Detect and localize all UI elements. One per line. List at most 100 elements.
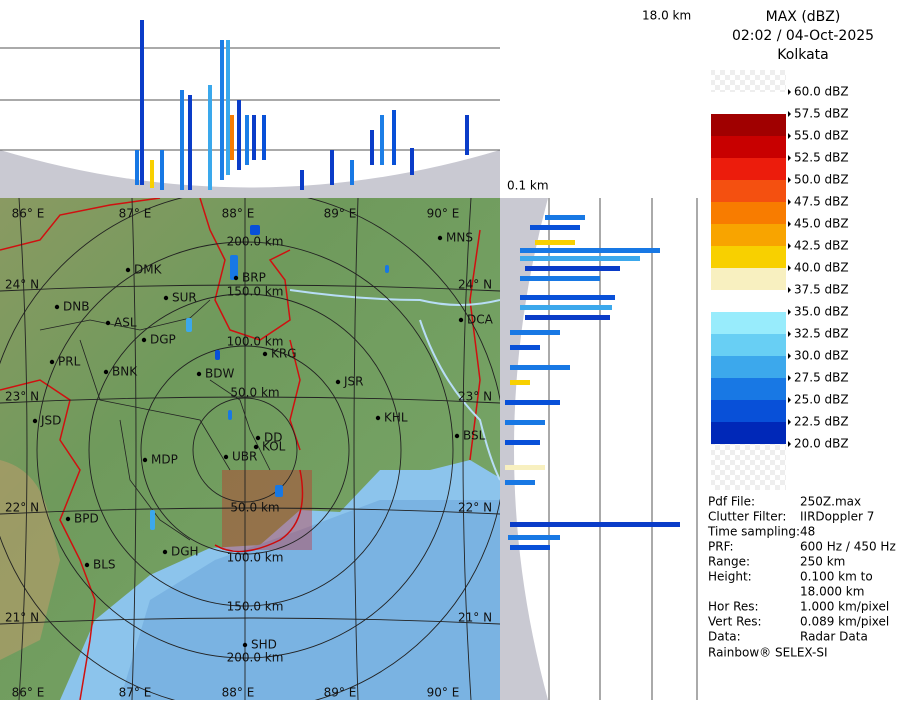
city-marker <box>242 642 248 648</box>
legend-swatch <box>711 180 786 202</box>
title: MAX (dBZ) <box>766 9 841 25</box>
info-label: PRF: <box>708 540 734 554</box>
legend-label: 52.5 dBZ <box>794 151 849 165</box>
info-value: 0.089 km/pixel <box>800 615 889 629</box>
city-label: DGH <box>171 545 199 559</box>
longitude-label: 89° E <box>324 207 357 221</box>
ring-label: 50.0 km <box>230 501 279 515</box>
meridian <box>18 198 28 700</box>
city-marker <box>32 418 38 424</box>
legend-swatch <box>711 224 786 246</box>
echo <box>505 480 535 485</box>
echo <box>188 95 192 190</box>
parallel <box>0 396 500 404</box>
latitude-label: 21° N <box>458 611 492 625</box>
city-marker <box>54 304 60 310</box>
legend-tick <box>788 441 791 447</box>
echo <box>135 150 139 185</box>
echo <box>510 380 530 385</box>
legend-label: 42.5 dBZ <box>794 239 849 253</box>
info-label: Hor Res: <box>708 600 759 614</box>
longitude-label: 86° E <box>12 686 45 700</box>
legend-tick <box>788 375 791 381</box>
city-label: BLS <box>93 558 116 572</box>
echo <box>410 148 414 175</box>
city-label: BNK <box>112 365 138 379</box>
echo <box>150 160 154 188</box>
footer: Rainbow® SELEX-SI <box>708 646 828 660</box>
info-value: 48 <box>800 525 815 539</box>
ring-label: 150.0 km <box>227 600 284 614</box>
legend-label: 32.5 dBZ <box>794 327 849 341</box>
legend-swatch <box>711 202 786 224</box>
ring-label: 100.0 km <box>227 551 284 565</box>
city-marker <box>458 317 464 323</box>
echo <box>505 440 540 445</box>
echo <box>392 110 396 165</box>
city-marker <box>253 444 259 450</box>
city-label: DNB <box>63 300 89 314</box>
info-value: 600 Hz / 450 Hz <box>800 540 896 554</box>
echo <box>226 40 230 175</box>
legend-tick <box>788 397 791 403</box>
echo <box>228 410 232 420</box>
top-profile <box>0 0 500 198</box>
legend-tick <box>788 89 791 95</box>
longitude-label: 89° E <box>324 686 357 700</box>
legend-swatch <box>711 312 786 334</box>
info-value: 250Z.max <box>800 495 861 509</box>
city-marker <box>65 516 71 522</box>
echo <box>252 115 256 160</box>
info-label: Data: <box>708 630 741 644</box>
longitude-label: 90° E <box>427 686 460 700</box>
city-marker <box>454 433 460 439</box>
city-marker <box>142 457 148 463</box>
station: Kolkata <box>777 47 828 63</box>
city-marker <box>125 267 131 273</box>
echo <box>186 318 192 332</box>
longitude-label: 86° E <box>12 207 45 221</box>
city-marker <box>196 371 202 377</box>
latitude-label: 22° N <box>5 501 39 515</box>
echo <box>510 345 540 350</box>
legend-label: 40.0 dBZ <box>794 261 849 275</box>
echo <box>520 248 660 253</box>
ring-label: 200.0 km <box>227 235 284 249</box>
parallel <box>0 284 500 292</box>
city-label: BPD <box>74 512 99 526</box>
city-marker <box>163 295 169 301</box>
latitude-label: 24° N <box>458 278 492 292</box>
legend-swatch <box>711 136 786 158</box>
longitude-label: 88° E <box>222 686 255 700</box>
echo <box>180 90 184 190</box>
legend-tick <box>788 133 791 139</box>
meridian <box>462 198 472 700</box>
legend-label: 20.0 dBZ <box>794 437 849 451</box>
echo <box>300 170 304 190</box>
info-label: Vert Res: <box>708 615 762 629</box>
city-label: BDW <box>205 367 234 381</box>
city-label: JSR <box>343 375 364 389</box>
city-label: UBR <box>232 450 257 464</box>
city-label: KOL <box>262 440 286 454</box>
echo <box>208 85 212 190</box>
echo <box>505 420 545 425</box>
legend-label: 35.0 dBZ <box>794 305 849 319</box>
ring-label: 100.0 km <box>227 335 284 349</box>
legend-swatch <box>711 268 786 290</box>
echo <box>520 295 615 300</box>
echo <box>275 485 283 497</box>
echo <box>140 20 144 185</box>
info-value: 250 km <box>800 555 845 569</box>
info-value: Radar Data <box>800 630 868 644</box>
ring-label: 50.0 km <box>230 386 279 400</box>
echo <box>510 545 550 550</box>
echo <box>525 266 620 271</box>
legend-tick <box>788 331 791 337</box>
legend-tick <box>788 221 791 227</box>
legend-tick <box>788 111 791 117</box>
echo <box>520 256 640 261</box>
legend-swatch <box>711 378 786 400</box>
legend-label: 60.0 dBZ <box>794 85 849 99</box>
